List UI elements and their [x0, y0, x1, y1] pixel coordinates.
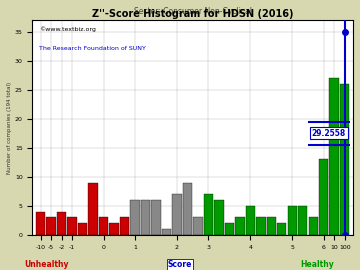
Bar [267, 217, 276, 235]
Y-axis label: Number of companies (194 total): Number of companies (194 total) [7, 82, 12, 174]
Bar [309, 217, 318, 235]
Bar [162, 229, 171, 235]
Bar [36, 212, 45, 235]
Bar [193, 217, 203, 235]
Bar [340, 84, 350, 235]
Bar [277, 223, 287, 235]
Bar [151, 200, 161, 235]
Bar [246, 206, 255, 235]
Bar [78, 223, 87, 235]
Bar [204, 194, 213, 235]
Bar [225, 223, 234, 235]
Bar [235, 217, 244, 235]
Bar [57, 212, 66, 235]
Bar [109, 223, 119, 235]
Bar [46, 217, 56, 235]
Text: Sector: Consumer Non-Cyclical: Sector: Consumer Non-Cyclical [134, 7, 252, 16]
Text: Healthy: Healthy [300, 260, 334, 269]
Bar [141, 200, 150, 235]
Bar [214, 200, 224, 235]
Text: ©www.textbiz.org: ©www.textbiz.org [39, 26, 96, 32]
Title: Z''-Score Histogram for HDSN (2016): Z''-Score Histogram for HDSN (2016) [92, 9, 293, 19]
Bar [67, 217, 77, 235]
Bar [172, 194, 182, 235]
Text: The Research Foundation of SUNY: The Research Foundation of SUNY [39, 46, 145, 51]
Bar [319, 159, 328, 235]
Bar [288, 206, 297, 235]
Text: Score: Score [168, 260, 192, 269]
Text: 29.2558: 29.2558 [312, 129, 346, 138]
Bar [130, 200, 140, 235]
Text: Unhealthy: Unhealthy [24, 260, 69, 269]
Bar [99, 217, 108, 235]
Bar [120, 217, 129, 235]
Bar [298, 206, 307, 235]
Bar [256, 217, 266, 235]
Bar [89, 183, 98, 235]
Bar [183, 183, 192, 235]
Bar [329, 78, 339, 235]
